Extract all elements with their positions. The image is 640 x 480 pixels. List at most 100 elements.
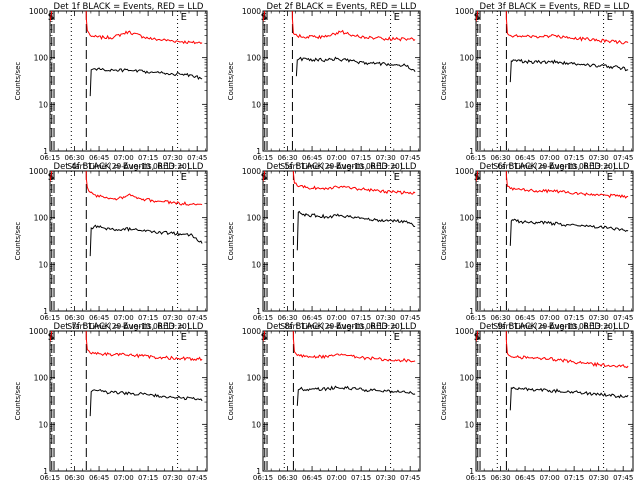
y-axis-label: Counts/sec (14, 382, 22, 421)
x-axis-label: Start Time (29-Aug-10 06:13:20) (67, 322, 189, 331)
events-series-line (89, 67, 203, 97)
panel-title: Det 4f BLACK = Events, RED = LLD (54, 162, 204, 172)
x-tick-label: 07:00 (540, 154, 560, 162)
y-tick-label: 1 (256, 147, 261, 156)
x-tick-label: 06:30 (490, 474, 510, 480)
x-tick-label: 06:30 (64, 154, 84, 162)
events-series-line (296, 210, 416, 251)
panel-frame (49, 330, 208, 472)
x-tick-label: 07:45 (187, 314, 207, 322)
y-tick-label: 1000 (29, 7, 48, 16)
y-tick-label: 100 (34, 374, 49, 383)
x-tick-label: 06:30 (277, 154, 297, 162)
x-tick-label: 06:45 (302, 154, 322, 162)
x-tick-label: 07:00 (114, 154, 134, 162)
x-tick-label: 07:30 (589, 314, 609, 322)
event-marker-label: E (181, 12, 187, 23)
x-tick-label: 07:15 (138, 154, 158, 162)
panel-frame (475, 170, 634, 312)
y-tick-label: 1000 (455, 167, 474, 176)
x-tick-label: 06:15 (253, 314, 273, 322)
event-marker-label: E (607, 332, 613, 343)
lld-series-line (263, 11, 416, 42)
y-tick-label: 1 (469, 467, 474, 476)
panel-title: Det 9f BLACK = Events, RED = LLD (480, 322, 630, 332)
y-axis-label: Counts/sec (14, 222, 22, 261)
event-marker-label: E (394, 172, 400, 183)
x-tick-label: 06:30 (490, 154, 510, 162)
x-tick-label: 07:15 (564, 474, 584, 480)
x-tick-label: 06:15 (466, 314, 486, 322)
y-tick-label: 100 (460, 214, 475, 223)
y-tick-label: 1 (256, 307, 261, 316)
x-tick-label: 06:30 (277, 474, 297, 480)
x-tick-label: 07:00 (540, 314, 560, 322)
x-tick-label: 07:45 (400, 314, 420, 322)
x-tick-label: 06:45 (89, 314, 109, 322)
lld-series-line (50, 331, 203, 362)
x-tick-label: 06:45 (89, 474, 109, 480)
panel-title: Det 5f BLACK = Events, RED = LLD (267, 162, 417, 172)
events-series-line (89, 224, 203, 257)
y-tick-label: 10 (464, 260, 474, 269)
lld-series-line (50, 171, 203, 206)
x-tick-label: 06:15 (253, 154, 273, 162)
y-tick-label: 1000 (29, 167, 48, 176)
y-tick-label: 10 (464, 100, 474, 109)
event-marker-label: E (181, 332, 187, 343)
x-tick-label: 07:15 (564, 154, 584, 162)
y-tick-label: 100 (34, 54, 49, 63)
x-tick-label: 06:30 (64, 314, 84, 322)
panel-title: Det 3f BLACK = Events, RED = LLD (480, 2, 630, 12)
x-tick-label: 07:00 (327, 314, 347, 322)
y-axis-label: Counts/sec (227, 62, 235, 101)
x-tick-label: 06:30 (277, 314, 297, 322)
detector-panel: Det 5f BLACK = Events, RED = LLD 1 10 100 10… (227, 162, 421, 331)
x-tick-label: 06:15 (466, 474, 486, 480)
y-tick-label: 10 (464, 420, 474, 429)
x-tick-label: 07:30 (376, 154, 396, 162)
y-tick-label: 1000 (242, 7, 261, 16)
detector-panel: Det 4f BLACK = Events, RED = LLD 1 10 100 10… (14, 162, 208, 331)
lld-series-line (476, 331, 629, 369)
y-axis-label: Counts/sec (440, 222, 448, 261)
x-tick-label: 06:45 (515, 154, 535, 162)
x-tick-label: 06:15 (253, 474, 273, 480)
panel-frame (475, 10, 634, 152)
y-tick-label: 1 (43, 147, 48, 156)
panel-frame (49, 10, 208, 152)
event-marker-label: E (607, 12, 613, 23)
y-tick-label: 1000 (29, 327, 48, 336)
y-tick-label: 10 (251, 420, 261, 429)
lld-series-line (263, 171, 416, 195)
event-marker-label: E (607, 172, 613, 183)
y-tick-label: 100 (247, 214, 262, 223)
panel-title: Det 2f BLACK = Events, RED = LLD (267, 2, 417, 12)
events-series-line (509, 218, 629, 246)
detector-panel: Det 9f BLACK = Events, RED = LLD 1 10 100 10… (440, 322, 634, 480)
x-tick-label: 06:15 (40, 314, 60, 322)
y-tick-label: 100 (460, 54, 475, 63)
panel-title: Det 8f BLACK = Events, RED = LLD (267, 322, 417, 332)
y-tick-label: 10 (38, 260, 48, 269)
x-tick-label: 06:45 (302, 474, 322, 480)
x-tick-label: 07:30 (376, 474, 396, 480)
panel-frame (475, 330, 634, 472)
y-tick-label: 1 (469, 307, 474, 316)
lld-series-line (50, 11, 203, 45)
x-axis-label: Start Time (29-Aug-10 06:13:20) (280, 162, 402, 171)
x-axis-label: Start Time (29-Aug-10 06:13:20) (493, 322, 615, 331)
y-tick-label: 1000 (455, 7, 474, 16)
x-axis-label: Start Time (29-Aug-10 06:13:20) (493, 162, 615, 171)
panel-title: Det 1f BLACK = Events, RED = LLD (54, 2, 204, 12)
y-axis-label: Counts/sec (440, 62, 448, 101)
x-tick-label: 07:15 (138, 474, 158, 480)
x-tick-label: 06:45 (515, 314, 535, 322)
detector-panel: Det 3f BLACK = Events, RED = LLD 1 10 100 10… (440, 2, 634, 171)
x-tick-label: 07:45 (613, 474, 633, 480)
x-axis-label: Start Time (29-Aug-10 06:13:20) (67, 162, 189, 171)
x-tick-label: 06:30 (64, 474, 84, 480)
y-tick-label: 1 (469, 147, 474, 156)
x-tick-label: 06:15 (40, 154, 60, 162)
